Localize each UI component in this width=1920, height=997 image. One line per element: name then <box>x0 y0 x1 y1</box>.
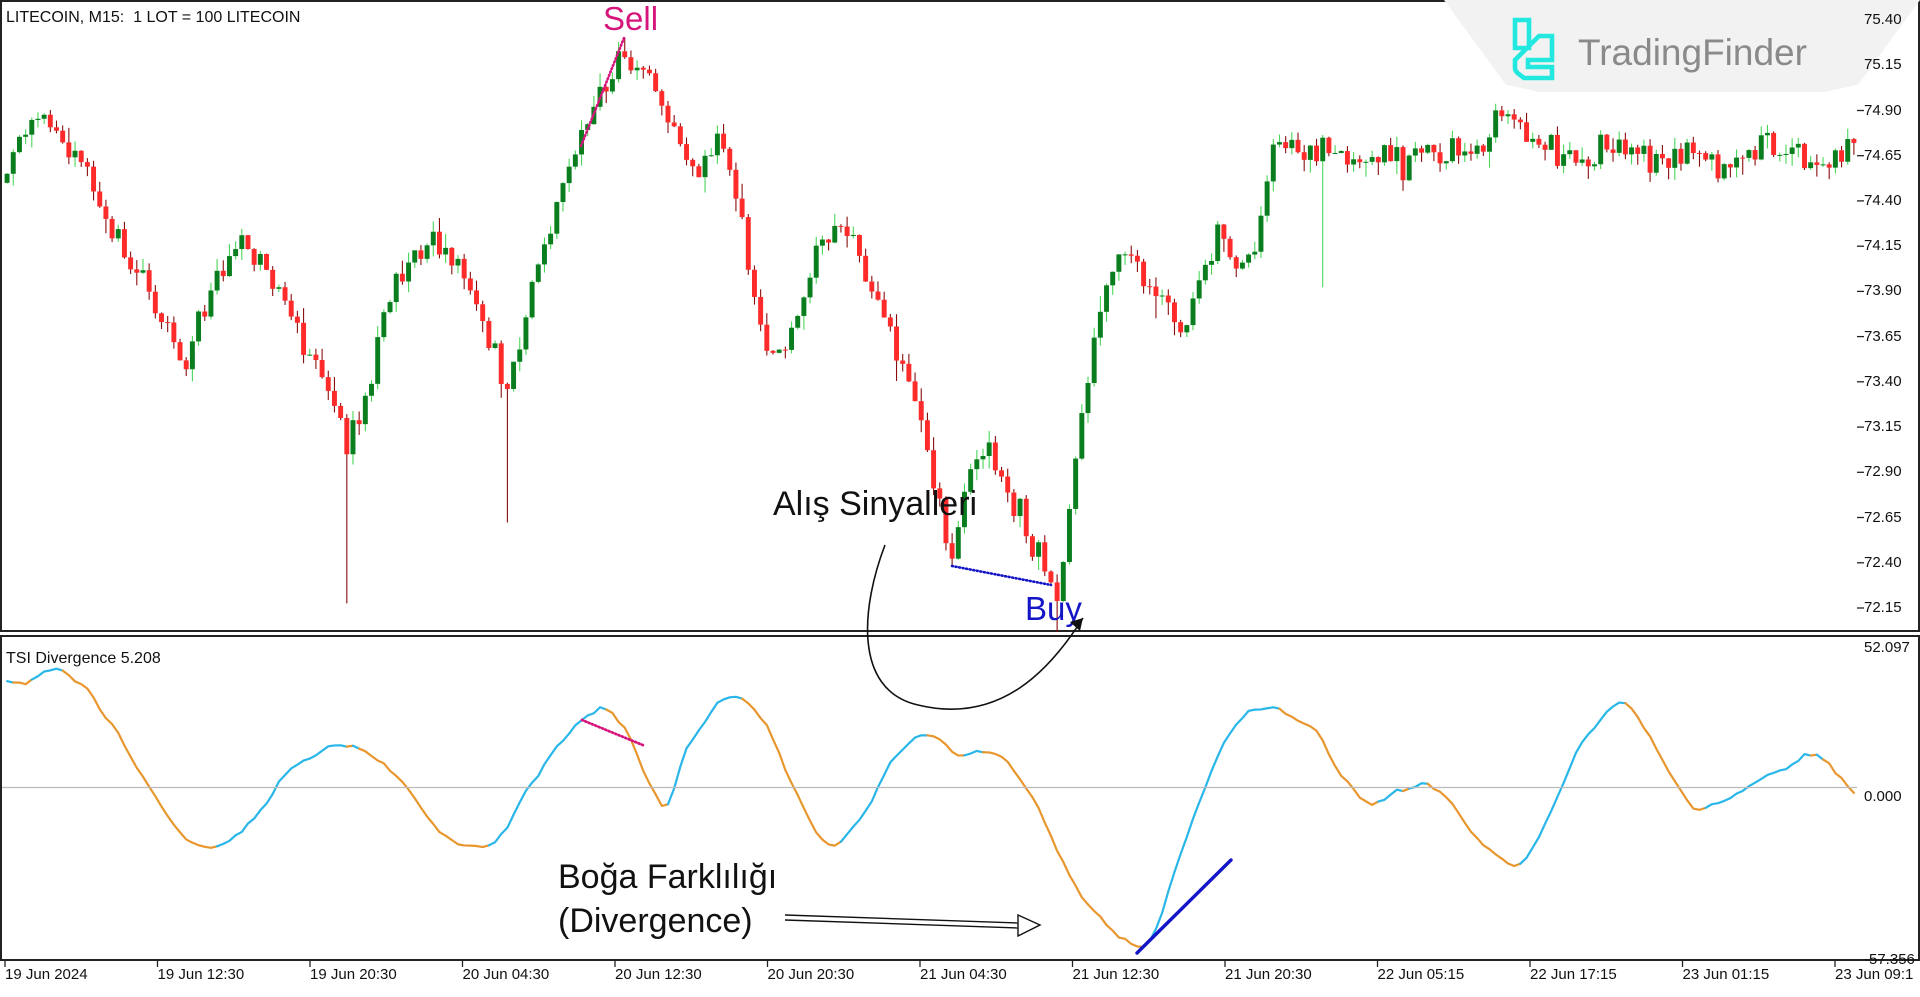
svg-text:TradingFinder: TradingFinder <box>1578 32 1807 73</box>
